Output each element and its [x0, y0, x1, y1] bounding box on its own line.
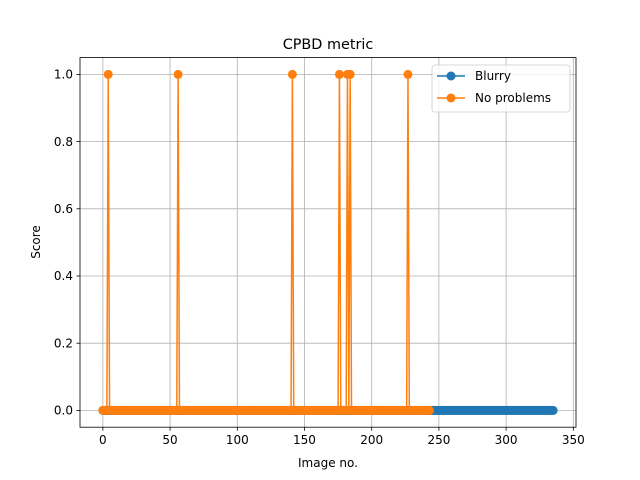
data-point	[345, 69, 355, 79]
x-tick-label: 200	[360, 433, 383, 447]
x-tick-label: 150	[293, 433, 316, 447]
x-tick-label: 300	[495, 433, 518, 447]
x-tick-label: 100	[226, 433, 249, 447]
legend-marker-no-problems	[446, 93, 456, 103]
legend-label-no-problems: No problems	[475, 91, 551, 105]
legend-box	[431, 64, 571, 113]
series-no-problems	[98, 69, 434, 415]
data-point	[548, 405, 558, 415]
x-tick-label: 0	[99, 433, 107, 447]
x-axis-label: Image no.	[298, 456, 358, 470]
y-tick-label: 0.0	[54, 404, 73, 418]
legend-marker-blurry	[446, 71, 456, 81]
y-tick-label: 0.6	[54, 202, 73, 216]
data-point	[173, 69, 183, 79]
y-tick-label: 0.8	[54, 135, 73, 149]
chart-title: CPBD metric	[283, 37, 374, 53]
legend-label-blurry: Blurry	[475, 69, 511, 83]
x-tick-label: 50	[162, 433, 177, 447]
ticks: 0 50 100 150 200 250 300 350 0.0 0.2 0.4 0.6 0.8 1.0	[54, 68, 585, 448]
axes-frame	[79, 57, 577, 428]
x-tick-label: 350	[562, 433, 585, 447]
y-tick-label: 0.4	[54, 269, 73, 283]
data-point	[103, 69, 113, 79]
data-point	[334, 69, 344, 79]
y-axis-label: Score	[29, 225, 43, 259]
y-tick-label: 1.0	[54, 68, 73, 82]
y-tick-label: 0.2	[54, 336, 73, 350]
series-layer	[98, 69, 558, 415]
x-tick-label: 250	[427, 433, 450, 447]
data-point	[287, 69, 297, 79]
data-point	[424, 405, 434, 415]
data-point	[403, 69, 413, 79]
legend: Blurry No problems	[431, 64, 571, 113]
